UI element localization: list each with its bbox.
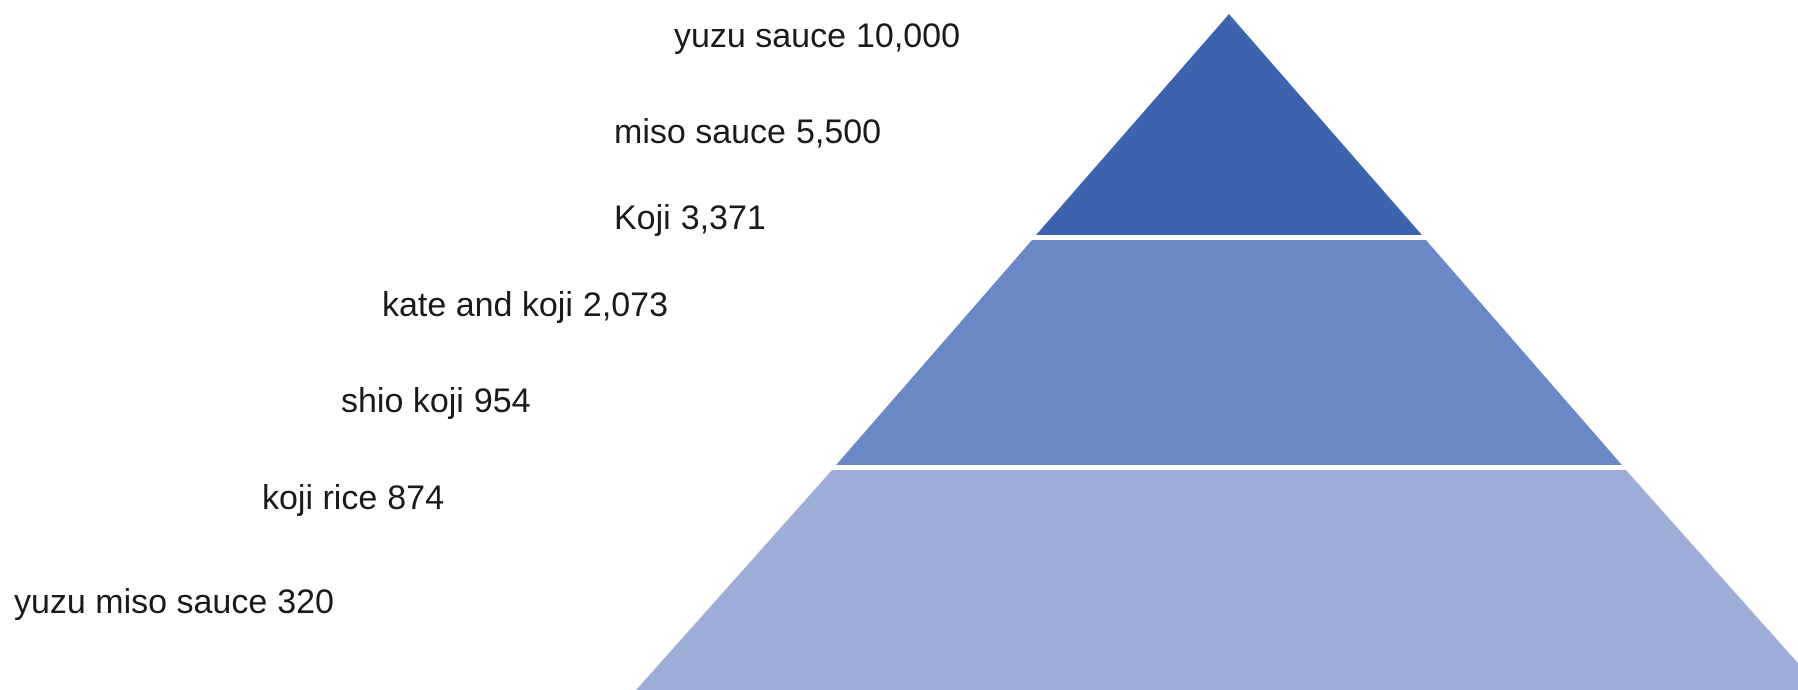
- item-value: 954: [474, 382, 531, 420]
- item-value: 10,000: [856, 17, 960, 55]
- item-value: 2,073: [583, 286, 668, 324]
- item-name: shio koji: [341, 382, 464, 420]
- item-label: miso sauce 5,500: [614, 113, 881, 151]
- item-name: Koji: [614, 199, 671, 237]
- item-name: miso sauce: [614, 113, 786, 151]
- item-name: yuzu miso sauce: [14, 583, 267, 621]
- item-label: Koji 3,371: [614, 199, 766, 237]
- pyramid-tier-top: [1036, 14, 1422, 235]
- item-label: koji rice 874: [262, 479, 444, 517]
- item-name: yuzu sauce: [674, 17, 846, 55]
- item-label: shio koji 954: [341, 382, 531, 420]
- item-value: 320: [277, 583, 334, 621]
- item-value: 3,371: [681, 199, 766, 237]
- item-label: yuzu sauce 10,000: [674, 17, 960, 55]
- item-value: 874: [387, 479, 444, 517]
- item-label: yuzu miso sauce 320: [14, 583, 334, 621]
- item-name: koji rice: [262, 479, 377, 517]
- item-label: kate and koji 2,073: [382, 286, 668, 324]
- pyramid-tier-middle: [836, 240, 1622, 465]
- item-name: kate and koji: [382, 286, 573, 324]
- pyramid-tier-bottom: [636, 470, 1798, 690]
- item-value: 5,500: [796, 113, 881, 151]
